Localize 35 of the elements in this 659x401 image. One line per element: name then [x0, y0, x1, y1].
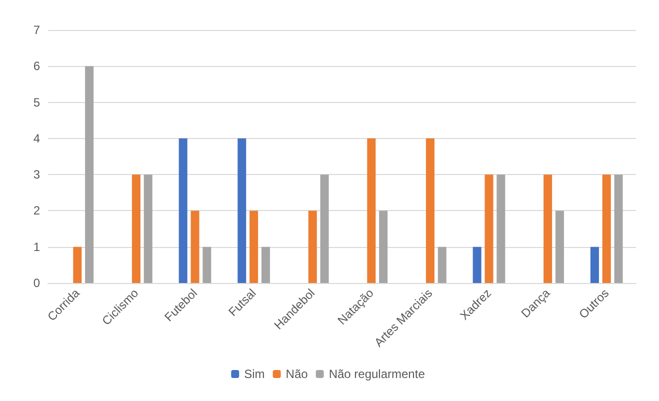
- bar: [144, 174, 152, 283]
- bar: [544, 174, 552, 283]
- y-tick-label: 3: [33, 168, 40, 182]
- bar: [484, 174, 494, 283]
- bar: [250, 210, 258, 283]
- bar: [238, 138, 246, 283]
- bar: [379, 210, 388, 283]
- bar: [555, 210, 564, 283]
- bar: [178, 138, 188, 283]
- legend-label: Sim: [244, 367, 265, 381]
- bar: [496, 174, 506, 283]
- y-tick-label: 5: [33, 95, 40, 110]
- bar: [367, 138, 376, 283]
- bar: [472, 246, 482, 283]
- bar: [590, 246, 599, 283]
- y-tick-label: 0: [33, 276, 40, 290]
- bar: [614, 174, 623, 283]
- y-tick-label: 2: [33, 204, 40, 218]
- legend-label: Não: [286, 367, 308, 381]
- y-tick-label: 1: [33, 240, 40, 254]
- bar: [132, 174, 140, 283]
- bar: [85, 66, 94, 283]
- bar: [308, 210, 317, 283]
- y-tick-label: 4: [33, 131, 40, 146]
- bar: [73, 246, 82, 283]
- bar: [261, 246, 270, 283]
- legend-label: Não regularmente: [328, 367, 426, 381]
- bar: [320, 174, 329, 283]
- bar: [438, 246, 446, 283]
- bar: [190, 210, 200, 283]
- bar: [426, 138, 434, 283]
- y-tick-label: 7: [33, 23, 40, 37]
- bar: [202, 246, 212, 283]
- bar: [602, 174, 611, 283]
- y-tick-label: 6: [33, 59, 40, 74]
